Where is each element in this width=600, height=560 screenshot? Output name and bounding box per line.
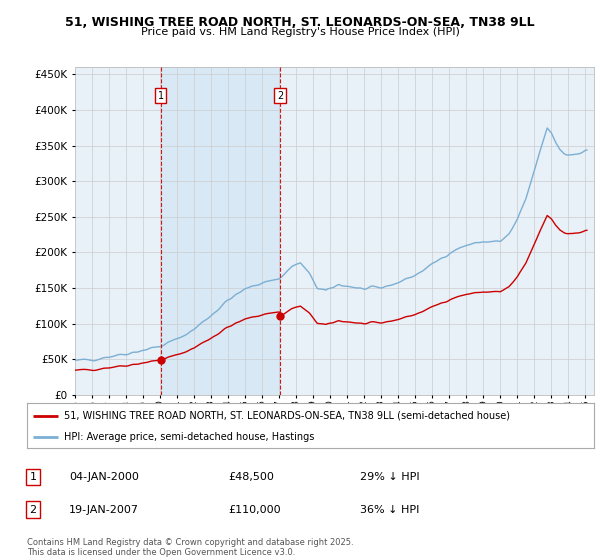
Text: 1: 1	[158, 91, 164, 101]
Text: Contains HM Land Registry data © Crown copyright and database right 2025.
This d: Contains HM Land Registry data © Crown c…	[27, 538, 353, 557]
Text: 29% ↓ HPI: 29% ↓ HPI	[360, 472, 419, 482]
Bar	[161, 67, 280, 395]
Text: 1: 1	[29, 472, 37, 482]
Text: HPI: Average price, semi-detached house, Hastings: HPI: Average price, semi-detached house,…	[64, 432, 314, 442]
Text: 04-JAN-2000: 04-JAN-2000	[69, 472, 139, 482]
Text: 36% ↓ HPI: 36% ↓ HPI	[360, 505, 419, 515]
Text: 2: 2	[277, 91, 283, 101]
Text: 51, WISHING TREE ROAD NORTH, ST. LEONARDS-ON-SEA, TN38 9LL: 51, WISHING TREE ROAD NORTH, ST. LEONARD…	[65, 16, 535, 29]
Text: 51, WISHING TREE ROAD NORTH, ST. LEONARDS-ON-SEA, TN38 9LL (semi-detached house): 51, WISHING TREE ROAD NORTH, ST. LEONARD…	[64, 410, 510, 421]
Text: 19-JAN-2007: 19-JAN-2007	[69, 505, 139, 515]
Text: £110,000: £110,000	[228, 505, 281, 515]
Text: £48,500: £48,500	[228, 472, 274, 482]
Text: Price paid vs. HM Land Registry's House Price Index (HPI): Price paid vs. HM Land Registry's House …	[140, 27, 460, 37]
Text: 2: 2	[29, 505, 37, 515]
